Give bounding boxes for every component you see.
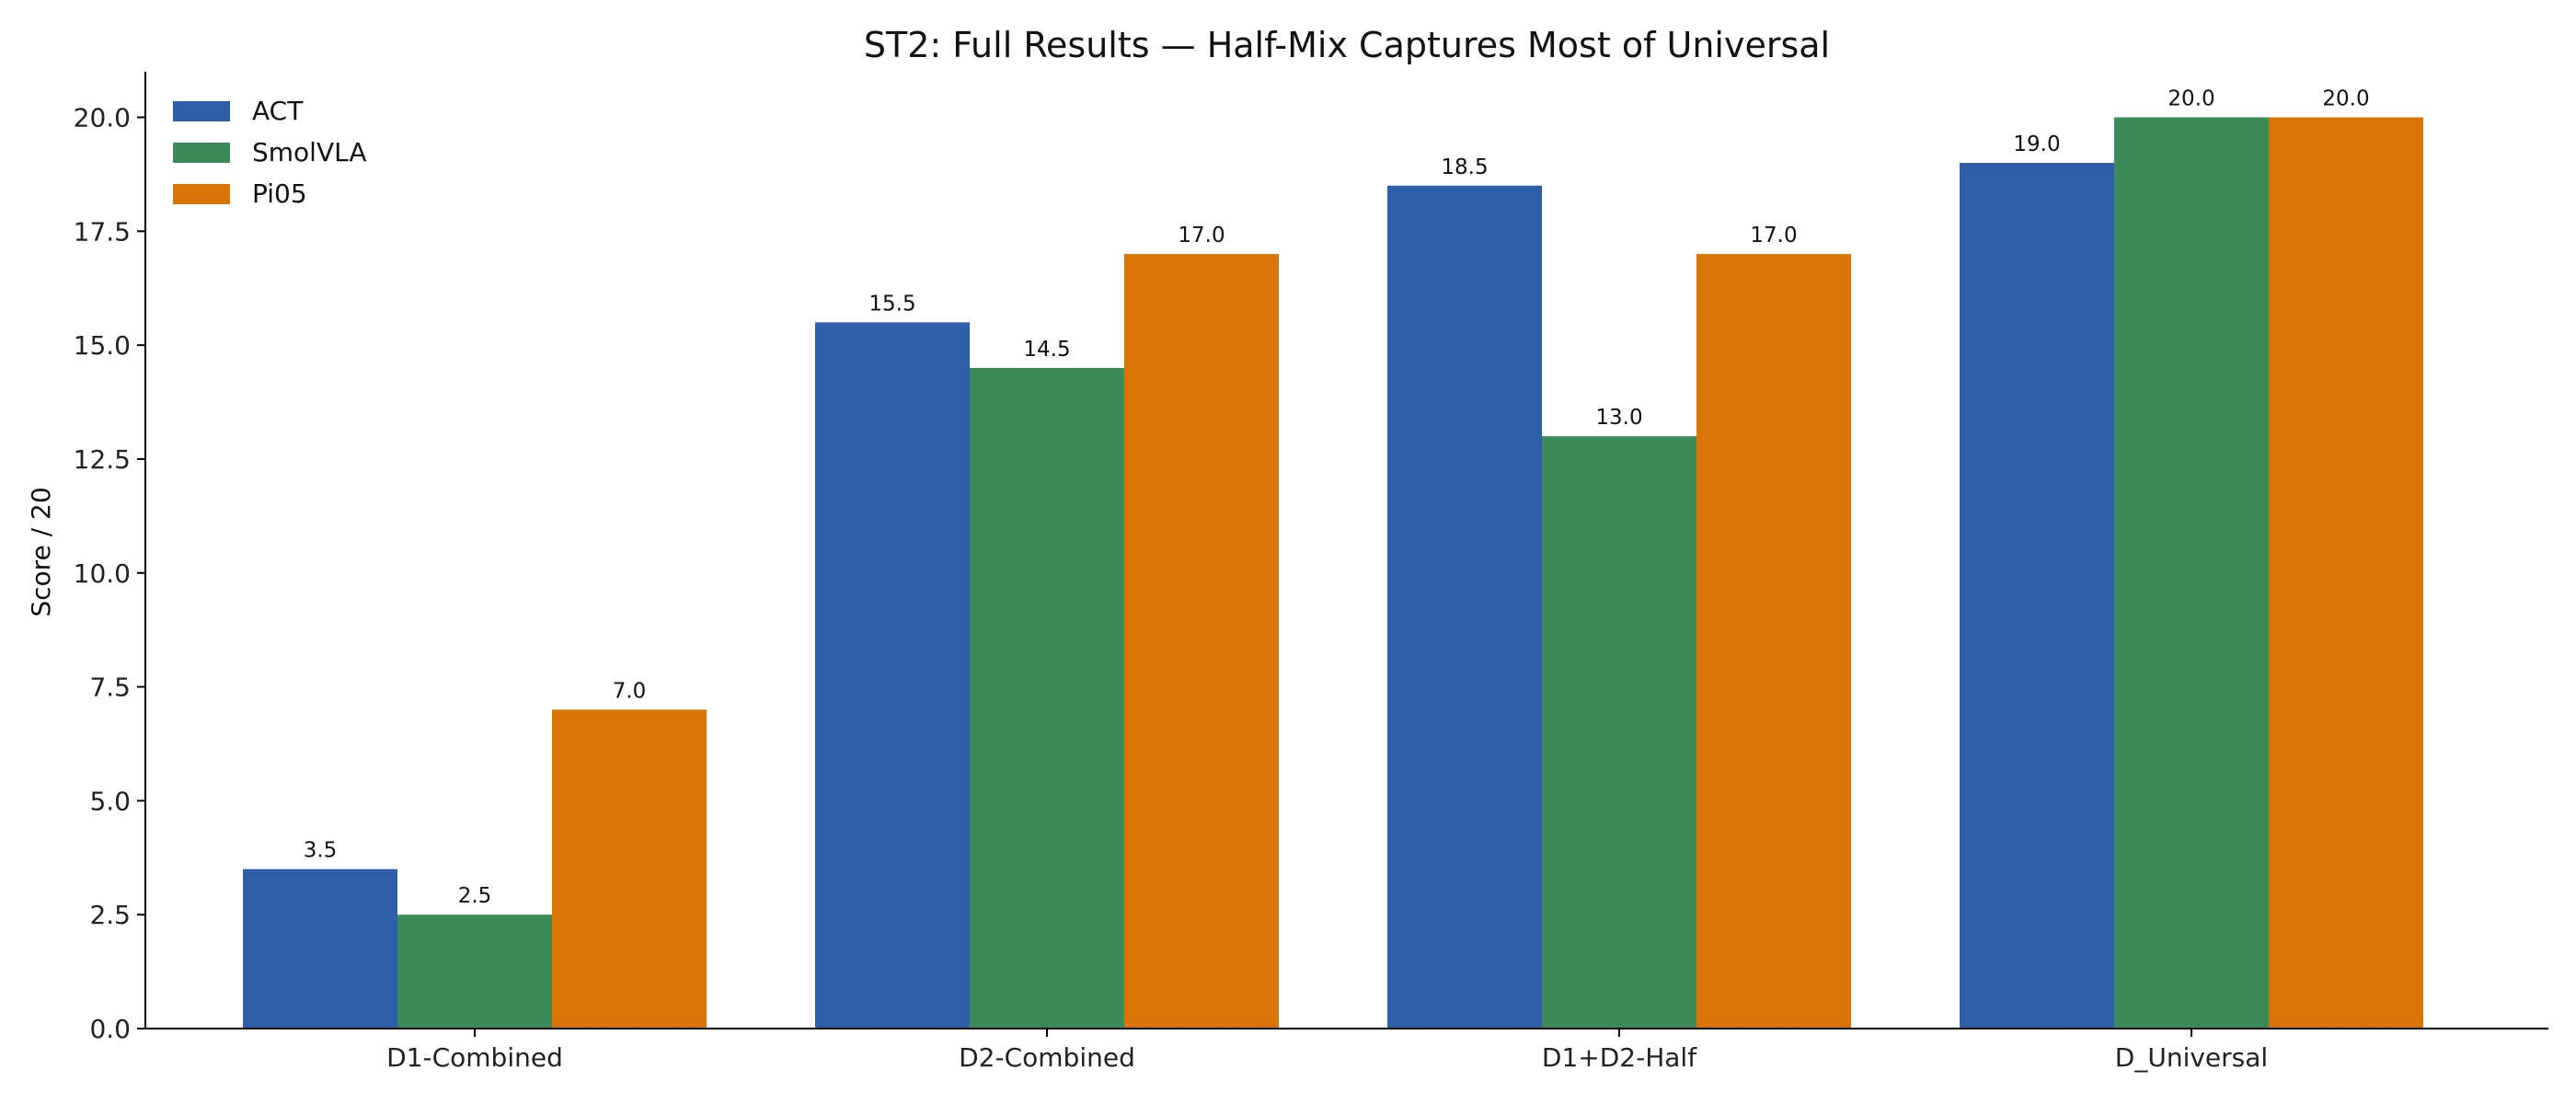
bar-value-label: 14.5: [1023, 338, 1070, 362]
y-tick-label: 10.0: [74, 558, 131, 589]
bar-value-label: 17.0: [1750, 224, 1797, 247]
legend-label-pi05: Pi05: [252, 178, 307, 209]
legend-swatch-act: [173, 101, 230, 121]
bar-value-label: 13.0: [1595, 406, 1642, 430]
x-tick-label: D1+D2-Half: [1542, 1042, 1697, 1073]
x-tick-label: D1-Combined: [386, 1042, 563, 1073]
bar-value-label: 3.5: [304, 839, 338, 863]
y-axis-title: Score / 20: [26, 487, 56, 616]
bar-value-label: 20.0: [2168, 87, 2214, 111]
bar-pi05-4: [2269, 117, 2423, 1029]
bar-value-label: 20.0: [2322, 87, 2369, 111]
bar-act-3: [1387, 185, 1542, 1029]
bar-value-label: 18.5: [1441, 155, 1488, 179]
bar-smolvla-4: [2114, 117, 2269, 1029]
y-tick-label: 17.5: [74, 216, 131, 247]
x-tick-label: D_Universal: [2115, 1042, 2268, 1073]
bar-pi05-3: [1696, 254, 1851, 1029]
bar-value-label: 2.5: [458, 884, 492, 908]
y-tick-label: 12.5: [74, 444, 131, 475]
bar-smolvla-3: [1542, 436, 1696, 1029]
y-tick-label: 15.0: [74, 330, 131, 361]
legend-swatch-smolvla: [173, 143, 230, 163]
chart-title: ST2: Full Results — Half-Mix Captures Mo…: [864, 25, 1830, 65]
legend: ACT SmolVLA Pi05: [173, 96, 367, 209]
y-tick-label: 0.0: [89, 1014, 131, 1044]
bar-act-4: [1960, 163, 2114, 1029]
x-tick-label: D2-Combined: [959, 1042, 1135, 1073]
y-tick-label: 5.0: [89, 786, 131, 816]
bars-group: [243, 117, 2423, 1029]
bar-smolvla-2: [970, 367, 1124, 1029]
legend-swatch-pi05: [173, 184, 230, 204]
bar-pi05-1: [552, 709, 707, 1029]
y-tick-label: 20.0: [74, 103, 131, 133]
legend-label-smolvla: SmolVLA: [252, 137, 367, 167]
y-tick-label: 7.5: [89, 673, 131, 703]
legend-label-act: ACT: [252, 96, 304, 126]
bar-pi05-2: [1124, 254, 1279, 1029]
bar-smolvla-1: [397, 914, 552, 1029]
bar-act-1: [243, 868, 397, 1029]
bar-act-2: [815, 322, 970, 1029]
y-tick-label: 2.5: [89, 900, 131, 930]
x-axis-ticks: D1-Combined D2-Combined D1+D2-Half D_Univer…: [386, 1029, 2268, 1073]
bar-value-label: 19.0: [2013, 132, 2060, 156]
y-axis-ticks: 0.0 2.5 5.0 7.5 10.0 12.5 15.0 17.5 20.0: [74, 103, 145, 1044]
bar-value-label: 15.5: [868, 292, 915, 316]
data-labels-group: 3.5 2.5 7.0 15.5 14.5 17.0 18.5 13.0 17.0 19.0 20.…: [304, 87, 2370, 909]
bar-value-label: 7.0: [613, 679, 647, 703]
bar-value-label: 17.0: [1178, 224, 1225, 247]
